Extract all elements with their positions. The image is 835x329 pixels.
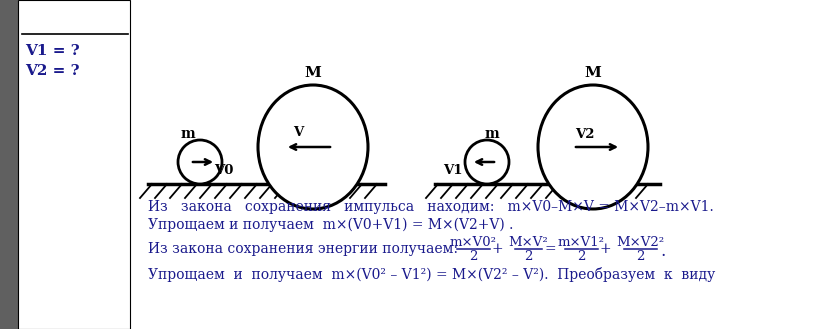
Ellipse shape bbox=[178, 140, 222, 184]
Text: m×V1²: m×V1² bbox=[558, 236, 605, 248]
Text: m: m bbox=[484, 127, 499, 141]
Text: 2: 2 bbox=[636, 250, 645, 264]
Text: M×V²: M×V² bbox=[509, 236, 549, 248]
Text: .: . bbox=[660, 242, 665, 260]
Text: 2: 2 bbox=[577, 250, 585, 264]
Text: Из   закона   сохранения   импульса   находим:   m×V0–M×V = M×V2–m×V1.: Из закона сохранения импульса находим: m… bbox=[148, 200, 714, 214]
Text: m×V0²: m×V0² bbox=[449, 236, 497, 248]
Text: M: M bbox=[305, 66, 321, 80]
Text: V1: V1 bbox=[443, 164, 463, 176]
Text: m: m bbox=[180, 127, 195, 141]
Text: +: + bbox=[600, 242, 611, 256]
Ellipse shape bbox=[258, 85, 368, 209]
Bar bbox=[0, 0, 18, 329]
Text: Из закона сохранения энергии получаем:: Из закона сохранения энергии получаем: bbox=[148, 242, 463, 256]
Text: M×V2²: M×V2² bbox=[616, 236, 665, 248]
Ellipse shape bbox=[465, 140, 509, 184]
Ellipse shape bbox=[538, 85, 648, 209]
Text: V: V bbox=[293, 125, 303, 139]
Text: =: = bbox=[544, 242, 556, 256]
Text: M: M bbox=[584, 66, 601, 80]
Text: Упрощаем  и  получаем  m×(V0² – V1²) = M×(V2² – V²).  Преобразуем  к  виду: Упрощаем и получаем m×(V0² – V1²) = M×(V… bbox=[148, 266, 716, 282]
Text: V2: V2 bbox=[575, 129, 595, 141]
Text: V1 = ?: V1 = ? bbox=[25, 44, 79, 58]
Text: 2: 2 bbox=[468, 250, 477, 264]
Text: +: + bbox=[492, 242, 504, 256]
Bar bbox=[18, 0, 130, 329]
Text: V0: V0 bbox=[214, 164, 233, 176]
Text: Упрощаем и получаем  m×(V0+V1) = M×(V2+V) .: Упрощаем и получаем m×(V0+V1) = M×(V2+V)… bbox=[148, 218, 514, 232]
Text: V2 = ?: V2 = ? bbox=[25, 64, 79, 78]
Text: 2: 2 bbox=[524, 250, 533, 264]
